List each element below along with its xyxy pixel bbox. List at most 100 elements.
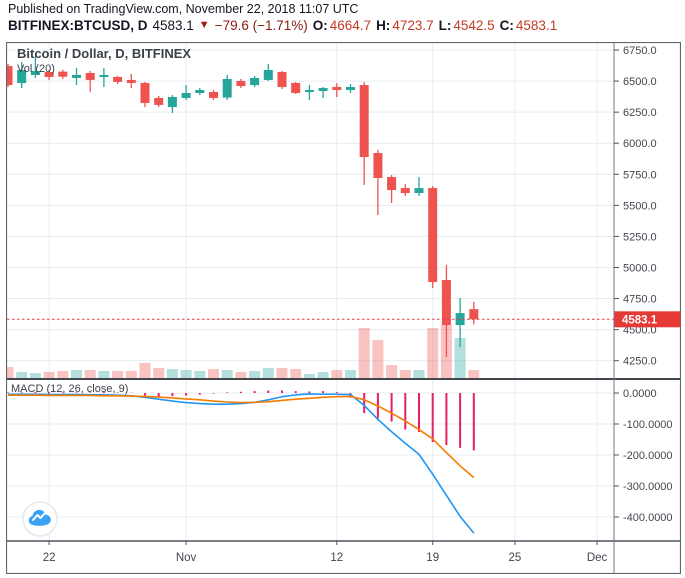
candle-body bbox=[17, 70, 27, 84]
volume-bar bbox=[345, 370, 356, 378]
volume-bar bbox=[57, 371, 69, 378]
candle-body bbox=[469, 309, 479, 320]
candle-body bbox=[140, 82, 150, 103]
volume-bar bbox=[221, 370, 233, 378]
axis-tick-label: -200.0000 bbox=[623, 450, 673, 462]
volume-bar bbox=[262, 368, 274, 378]
candle-body bbox=[195, 90, 205, 94]
candle-body bbox=[359, 85, 369, 158]
axis-tick-label: 6500.0 bbox=[623, 76, 657, 88]
candle-body bbox=[126, 79, 136, 83]
candle-body bbox=[6, 66, 13, 86]
axis-tick-label: -100.0000 bbox=[623, 419, 673, 431]
candle-body bbox=[263, 70, 273, 80]
volume-bar bbox=[454, 338, 466, 378]
candle-body bbox=[72, 74, 81, 78]
volume-bar bbox=[43, 372, 55, 378]
candle-body bbox=[154, 97, 164, 105]
candle-body bbox=[441, 280, 451, 326]
time-axis[interactable]: 22 Nov 12 19 25 Dec bbox=[43, 541, 608, 564]
volume-bar bbox=[29, 373, 41, 378]
price-axis[interactable]: 6750.0 6500.0 6250.0 6000.0 5750.0 5500.0 5250… bbox=[614, 45, 673, 524]
macd-indicator-label: MACD (12, 26, close, 9) bbox=[11, 383, 129, 395]
volume-bar bbox=[6, 367, 14, 378]
volume-bar bbox=[372, 340, 384, 378]
volume-bar bbox=[112, 371, 124, 378]
candle-body bbox=[387, 177, 397, 191]
volume-bar bbox=[235, 372, 247, 378]
volume-bar bbox=[303, 374, 315, 378]
axis-tick-label: 5750.0 bbox=[623, 169, 657, 181]
candle-body bbox=[222, 78, 232, 98]
symbol-summary-line: BITFINEX:BTCUSD, D 4583.1 ▼ −79.6 (−1.71… bbox=[8, 18, 678, 33]
chart-frame-lines bbox=[6, 42, 681, 574]
candle-body bbox=[85, 72, 95, 80]
volume-bar bbox=[413, 370, 425, 378]
volume-bar bbox=[468, 370, 480, 378]
chart-area[interactable]: 6750.0 6500.0 6250.0 6000.0 5750.0 5500.0 5250… bbox=[6, 42, 681, 574]
volume-bar bbox=[194, 371, 206, 378]
published-line: Published on TradingView.com, November 2… bbox=[8, 2, 359, 16]
candlestick-series bbox=[6, 56, 479, 357]
volume-bar bbox=[317, 372, 329, 378]
volume-bar bbox=[16, 372, 28, 378]
candle-body bbox=[58, 71, 68, 77]
candle-body bbox=[304, 90, 314, 93]
volume-bar bbox=[84, 370, 96, 378]
axis-tick-label: 5500.0 bbox=[623, 200, 657, 212]
axis-tick-label: 4500.0 bbox=[623, 325, 657, 337]
axis-tick-label: -300.0000 bbox=[623, 481, 673, 493]
axis-tick-label: 5250.0 bbox=[623, 231, 657, 243]
down-arrow-icon: ▼ bbox=[198, 19, 210, 31]
close-value: C: 4583.1 bbox=[499, 18, 558, 33]
volume-bar bbox=[98, 371, 110, 378]
symbol-name: BITFINEX:BTCUSD, D bbox=[8, 18, 148, 33]
axis-tick-label: -400.0000 bbox=[623, 512, 673, 524]
tradingview-logo[interactable] bbox=[21, 500, 59, 538]
header: Published on TradingView.com, November 2… bbox=[8, 2, 678, 33]
gridlines bbox=[7, 43, 614, 541]
time-tick-label: 22 bbox=[43, 552, 56, 564]
axis-tick-label: 6750.0 bbox=[623, 45, 657, 57]
axis-tick-label: 6000.0 bbox=[623, 138, 657, 150]
candle-body bbox=[332, 87, 342, 91]
axis-tick-label: 6250.0 bbox=[623, 107, 657, 119]
volume-indicator-label: Vol (20) bbox=[17, 63, 55, 75]
volume-bar bbox=[125, 371, 137, 378]
candle-body bbox=[209, 92, 218, 98]
candle-body bbox=[167, 96, 177, 108]
macd-histogram bbox=[7, 390, 475, 451]
candle-body bbox=[99, 74, 109, 77]
macd-signal-line bbox=[8, 394, 475, 479]
volume-bar bbox=[399, 370, 411, 378]
tradingview-cloud-icon bbox=[22, 501, 58, 537]
time-tick-label: 25 bbox=[509, 552, 522, 564]
candle-body bbox=[346, 87, 355, 91]
candle-body bbox=[373, 153, 383, 179]
candle-body bbox=[250, 77, 260, 86]
last-price-label-text: 4583.1 bbox=[622, 314, 658, 326]
time-tick-label: Nov bbox=[176, 552, 197, 564]
low-value: L: 4542.5 bbox=[438, 18, 495, 33]
price-change: −79.6 (−1.71%) bbox=[214, 18, 308, 33]
volume-bar bbox=[153, 368, 165, 378]
axis-tick-label: 4250.0 bbox=[623, 356, 657, 368]
candle-body bbox=[400, 188, 410, 194]
volume-bar bbox=[180, 370, 192, 378]
candle-body bbox=[455, 313, 465, 326]
volume-bar bbox=[331, 370, 343, 378]
volume-bar bbox=[166, 369, 178, 378]
volume-bar bbox=[139, 363, 151, 378]
candle-body bbox=[44, 71, 54, 77]
candle-body bbox=[236, 80, 246, 87]
open-value: O: 4664.7 bbox=[312, 18, 372, 33]
candle-body bbox=[30, 71, 40, 75]
last-price-value: 4583.1 bbox=[152, 18, 194, 33]
volume-bar bbox=[208, 369, 219, 378]
time-tick-label: 19 bbox=[426, 552, 439, 564]
volume-bar bbox=[358, 328, 370, 378]
high-value: H: 4723.7 bbox=[376, 18, 434, 33]
axis-tick-label: 0.0000 bbox=[623, 388, 657, 400]
axis-tick-label: 5000.0 bbox=[623, 262, 657, 274]
price-chart-svg[interactable]: 6750.0 6500.0 6250.0 6000.0 5750.0 5500.0 5250… bbox=[6, 42, 681, 574]
